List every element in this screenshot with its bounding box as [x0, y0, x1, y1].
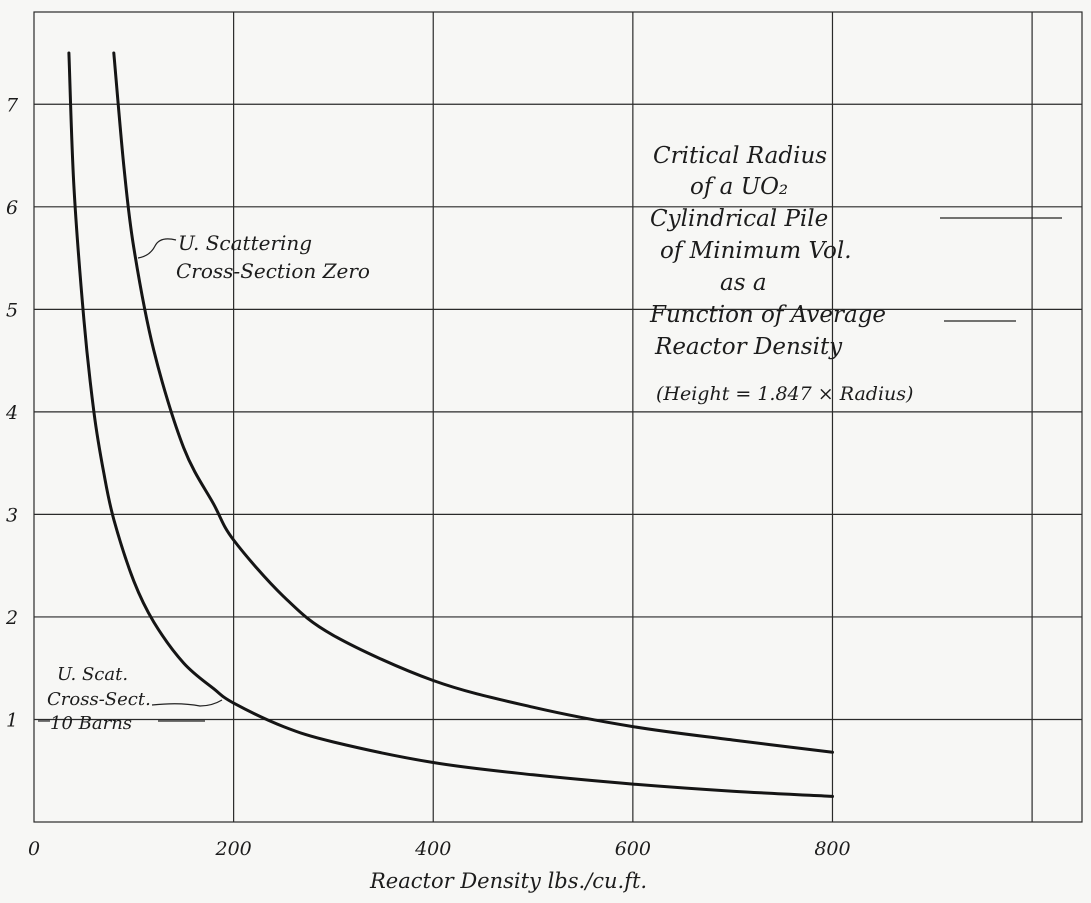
title-line-1: Critical Radius: [653, 143, 827, 169]
x-tick-label-4: 800: [814, 838, 850, 860]
title-line-7: Reactor Density: [654, 334, 843, 360]
series-1-label-line-2: Cross-Section Zero: [176, 259, 370, 283]
series-2-label-line-3: 10 Barns: [50, 713, 132, 734]
plot-frame: [33, 11, 1083, 823]
title-line-4: of Minimum Vol.: [660, 238, 852, 264]
series-1-leader: [137, 238, 177, 259]
y-tick-label-4: 5: [6, 299, 18, 321]
y-tick-labels: 1 2 3 4 5 6 7: [5, 94, 19, 731]
title-line-2: of a UO₂: [690, 174, 788, 200]
height-note: (Height = 1.847 × Radius): [656, 383, 913, 405]
x-tick-label-2: 400: [414, 838, 451, 860]
series-2-line: [67, 51, 834, 798]
x-tick-label-3: 600: [615, 838, 651, 860]
x-axis-title: Reactor Density lbs./cu.ft.: [369, 869, 647, 893]
x-tick-label-1: 200: [214, 838, 251, 860]
series-2-label-line-1: U. Scat.: [57, 664, 128, 685]
y-tick-label-1: 2: [5, 607, 18, 629]
series-2-label-line-2: Cross-Sect.: [47, 689, 151, 710]
series: [67, 51, 834, 798]
title-line-6: Function of Average: [649, 302, 886, 328]
y-tick-label-3: 4: [5, 402, 18, 424]
y-tick-label-0: 1: [6, 709, 18, 731]
y-tick-label-2: 3: [6, 504, 18, 526]
title-line-5: as a: [720, 270, 767, 296]
title-line-3: Cylindrical Pile: [650, 206, 828, 232]
x-tick-label-0: 0: [28, 838, 40, 860]
grid: [33, 11, 1083, 823]
series-2-leader: [151, 699, 223, 707]
y-tick-label-5: 6: [6, 197, 18, 219]
series-1-label-line-1: U. Scattering: [178, 231, 312, 255]
x-tick-labels: 0 200 400 600 800: [28, 838, 851, 860]
series-1-line: [112, 51, 834, 754]
y-tick-label-6: 7: [6, 94, 19, 116]
